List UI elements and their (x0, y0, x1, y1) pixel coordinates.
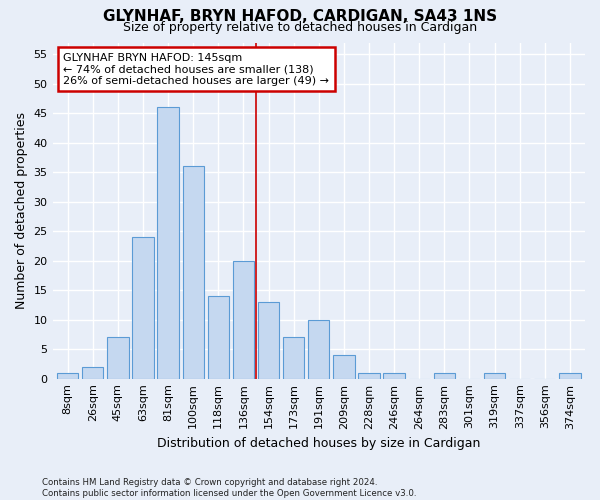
Bar (434, 373, 455, 378)
Bar (182, 166, 204, 378)
Bar (308, 320, 329, 378)
Bar (57, 373, 78, 378)
X-axis label: Distribution of detached houses by size in Cardigan: Distribution of detached houses by size … (157, 437, 481, 450)
Bar (358, 373, 380, 378)
Bar (283, 338, 304, 378)
Bar (484, 373, 505, 378)
Bar (559, 373, 581, 378)
Bar (258, 302, 279, 378)
Text: Size of property relative to detached houses in Cardigan: Size of property relative to detached ho… (123, 21, 477, 34)
Bar (132, 237, 154, 378)
Text: Contains HM Land Registry data © Crown copyright and database right 2024.
Contai: Contains HM Land Registry data © Crown c… (42, 478, 416, 498)
Bar (82, 367, 103, 378)
Bar (157, 108, 179, 378)
Bar (208, 296, 229, 378)
Bar (233, 260, 254, 378)
Bar (107, 338, 128, 378)
Text: GLYNHAF BRYN HAFOD: 145sqm
← 74% of detached houses are smaller (138)
26% of sem: GLYNHAF BRYN HAFOD: 145sqm ← 74% of deta… (63, 52, 329, 86)
Y-axis label: Number of detached properties: Number of detached properties (15, 112, 28, 309)
Bar (333, 355, 355, 378)
Bar (383, 373, 405, 378)
Text: GLYNHAF, BRYN HAFOD, CARDIGAN, SA43 1NS: GLYNHAF, BRYN HAFOD, CARDIGAN, SA43 1NS (103, 9, 497, 24)
